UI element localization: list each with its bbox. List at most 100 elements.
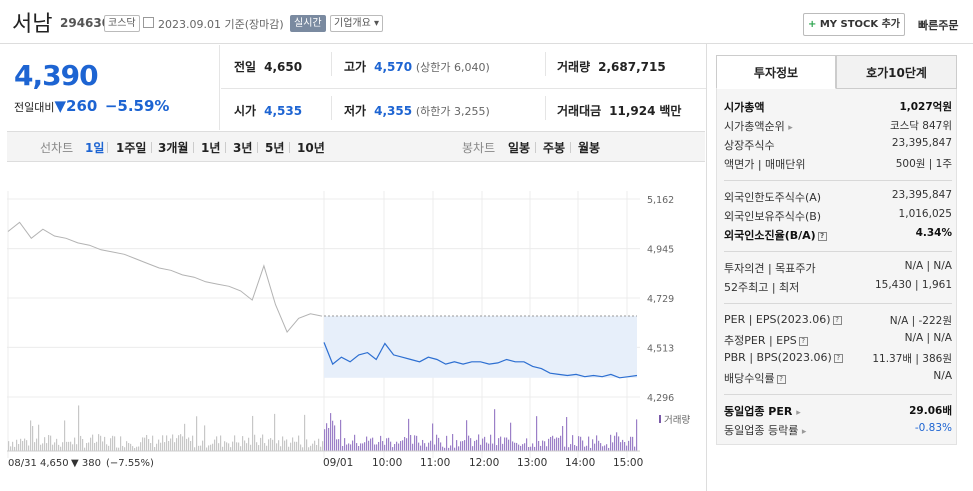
volume-bar [364,442,366,451]
price-chart: 5,162 4,945 4,729 4,513 4,296 거래량 09/01 10:00… [7,191,690,469]
help-icon[interactable]: ? [833,353,843,363]
volume-bar [412,443,414,451]
row-key: 시가총액 [724,101,765,114]
row-value: 1,016,025 [898,208,952,220]
x-axis-labels: 09/01 10:00 11:00 12:00 13:00 14:00 15:00 [323,457,643,469]
volume-bar [604,445,606,451]
volume-bar [502,443,504,451]
volume-bar [122,445,124,451]
volume-bar [388,437,390,451]
row-est-per: 추정PER | EPS? N/A | N/A [724,332,952,350]
tab-weekly[interactable]: 주봉 [543,141,566,155]
volume-bar [176,438,178,451]
volume-bar [140,442,142,451]
volume-bar [220,435,222,451]
add-mystock-button[interactable]: + MY STOCK 추가 [803,13,905,36]
row-pbr: PBR | BPS(2023.06)? 11.37배 | 386원 [724,351,952,369]
volume-bar [490,434,492,451]
help-icon[interactable]: ? [798,336,808,346]
tab-1w[interactable]: 1주일 [116,141,147,155]
volume-bar [146,434,148,451]
calendar-icon [143,17,154,28]
volume-bar [264,443,266,451]
volume-bar [324,429,326,451]
volume-bar [296,441,298,451]
realtime-button[interactable]: 실시간 [290,15,326,32]
volume-bar [94,442,96,451]
tab-10y[interactable]: 10년 [297,141,325,155]
volume-bar [186,438,188,451]
row-market-cap-rank[interactable]: 시가총액순위 ▸ 코스닥 847위 [724,118,952,136]
volume-bar [314,440,316,451]
help-icon[interactable]: ? [832,315,842,325]
volume-bar [160,442,162,451]
volume-bar [576,446,578,451]
stat-volume: 거래량 2,687,715 [557,58,666,75]
volume-bar [226,442,228,451]
tab-monthly[interactable]: 월봉 [578,141,601,155]
quick-order-button[interactable]: 빠른주문 [918,19,959,32]
volume-bar [584,446,586,451]
help-icon[interactable]: ? [817,231,827,241]
change-percent: −5.59% [104,97,170,115]
volume-bar [12,441,14,451]
row-sector-per[interactable]: 동일업종 PER ▸ 29.06배 [724,403,952,421]
volume-bar [276,443,278,451]
volume-bar [330,413,332,451]
row-dividend: 배당수익률? N/A [724,370,952,388]
stat-label: 시가 [234,104,257,118]
panel-divider [706,44,707,491]
help-icon[interactable]: ? [776,374,786,384]
stat-value: 4,535 [264,104,303,118]
tab-orderbook[interactable]: 호가10단계 [836,55,957,89]
volume-bar [236,442,238,451]
volume-bar [516,442,518,451]
change-value: 260 [66,97,98,115]
tab-daily[interactable]: 일봉 [508,141,531,155]
volume-bar [38,424,40,451]
volume-bar [198,445,200,451]
volume-bar [64,420,66,451]
volume-bar [316,444,318,451]
tab-investment-info[interactable]: 투자정보 [716,55,836,89]
volume-bar [428,442,430,451]
volume-bar [590,447,592,451]
tab-1d[interactable]: 1일 [85,141,105,155]
tab-5y[interactable]: 5년 [265,141,285,155]
market-badge: 코스닥 [104,15,140,32]
volume-bar [50,435,52,451]
volume-bar [212,443,214,451]
row-sector-rate[interactable]: 동일업종 등락률 ▸ -0.83% [724,422,952,440]
volume-bar [596,435,598,451]
tab-3y[interactable]: 3년 [233,141,253,155]
volume-bar [554,438,556,451]
volume-bar [256,442,258,451]
company-overview-dropdown[interactable]: 기업개요 ▾ [330,15,383,32]
volume-bar [8,441,10,451]
volume-bar [258,445,260,451]
stat-value: 4,650 [264,60,303,74]
tab-3m[interactable]: 3개월 [158,141,189,155]
volume-bar [162,435,164,451]
volume-bar [342,445,344,451]
volume-bar [216,436,218,451]
volume-bar [404,436,406,451]
volume-bar [350,444,352,451]
volume-bar [294,441,296,451]
volume-bar [530,446,532,451]
row-key: 외국인소진율(B/A)? [724,227,827,243]
row-value: N/A | -222원 [889,315,952,327]
volume-bar [300,444,302,451]
volume-bar [20,438,22,451]
x-tick-label: 09/01 [323,457,353,469]
volume-bar [266,445,268,451]
tab-1y[interactable]: 1년 [201,141,221,155]
panel-divider [724,303,952,304]
panel-divider [724,251,952,252]
volume-bar [72,444,74,451]
volume-bar [348,443,350,451]
row-key: 외국인보유주식수(B) [724,210,822,223]
volume-bar [28,445,30,451]
volume-bar [124,447,126,451]
chevron-right-icon: ▸ [788,123,793,133]
